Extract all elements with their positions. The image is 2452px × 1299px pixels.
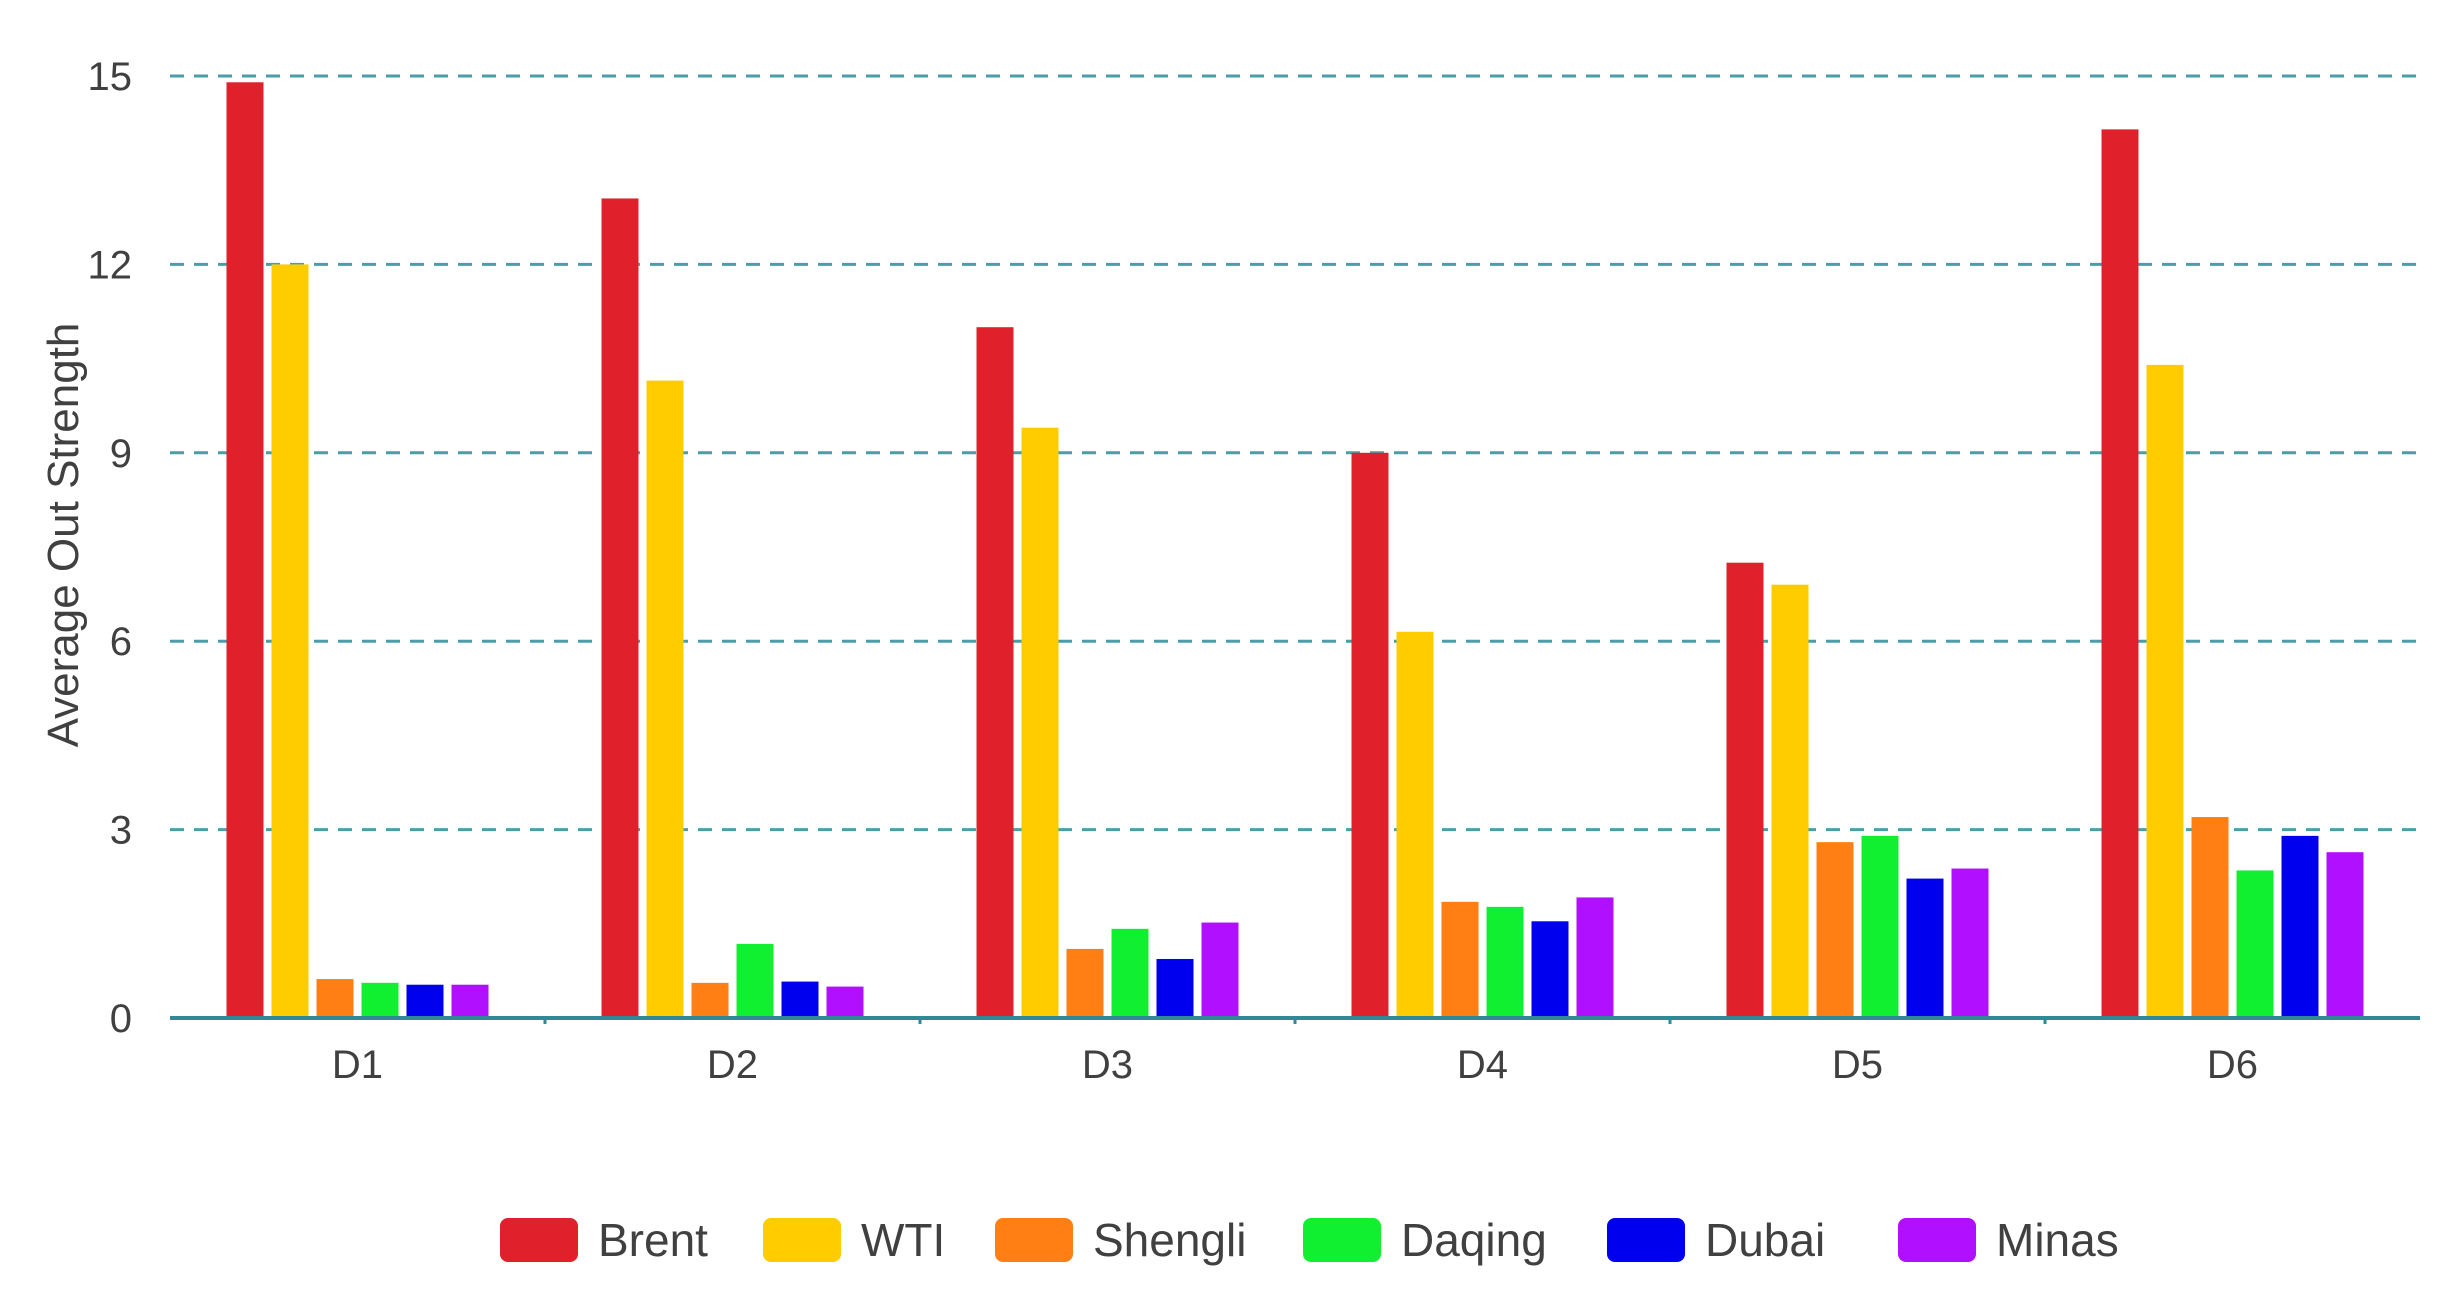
legend: Brent WTI Shengli Daqing Dubai Minas: [500, 1214, 2119, 1266]
bar-d4-brent: [1351, 452, 1389, 1018]
legend-label-dubai: Dubai: [1705, 1214, 1825, 1266]
y-axis-ticks: 0 3 6 9 12 15: [88, 55, 133, 1041]
y-tick-label: 12: [88, 243, 133, 287]
legend-swatch-shengli: [995, 1218, 1073, 1262]
bar-d6-wti: [2146, 364, 2184, 1018]
bar-d5-wti: [1771, 584, 1809, 1018]
x-axis-ticks: D1 D2 D3 D4 D5 D6: [332, 1018, 2258, 1087]
y-tick-label: 3: [110, 809, 132, 853]
y-tick-label: 0: [110, 997, 132, 1041]
bar-d6-minas: [2326, 852, 2364, 1018]
bar-d6-brent: [2101, 129, 2139, 1018]
bar-d2-daqing: [736, 943, 774, 1018]
legend-swatch-daqing: [1303, 1218, 1381, 1262]
y-tick-label: 6: [110, 620, 132, 664]
bar-d3-brent: [976, 327, 1014, 1018]
legend-label-shengli: Shengli: [1093, 1214, 1246, 1266]
bar-d4-wti: [1396, 631, 1434, 1018]
bar-d1-shengli: [316, 979, 354, 1018]
bar-d1-minas: [451, 984, 489, 1018]
x-tick-label: D1: [332, 1043, 383, 1087]
legend-swatch-dubai: [1607, 1218, 1685, 1262]
bar-d4-daqing: [1486, 906, 1524, 1018]
bar-d6-shengli: [2191, 817, 2229, 1018]
bar-d4-minas: [1576, 897, 1614, 1018]
bar-d1-wti: [271, 264, 309, 1018]
legend-label-minas: Minas: [1996, 1214, 2119, 1266]
legend-label-wti: WTI: [861, 1214, 945, 1266]
bar-d3-daqing: [1111, 928, 1149, 1018]
x-tick-label: D4: [1457, 1043, 1508, 1087]
bar-d1-daqing: [361, 982, 399, 1018]
y-tick-label: 9: [110, 432, 132, 476]
bar-d5-dubai: [1906, 878, 1944, 1018]
bar-d2-shengli: [691, 982, 729, 1018]
bar-d5-daqing: [1861, 835, 1899, 1018]
bar-d2-dubai: [781, 981, 819, 1018]
x-tick-label: D2: [707, 1043, 758, 1087]
bar-d1-dubai: [406, 984, 444, 1018]
y-tick-label: 15: [88, 55, 133, 99]
bar-d4-dubai: [1531, 921, 1569, 1018]
bar-d5-minas: [1951, 868, 1989, 1018]
legend-swatch-brent: [500, 1218, 578, 1262]
bar-d6-daqing: [2236, 870, 2274, 1018]
bar-d2-wti: [646, 380, 684, 1019]
bar-d2-brent: [601, 198, 639, 1018]
bar-d3-shengli: [1066, 948, 1104, 1018]
bar-d3-wti: [1021, 427, 1059, 1018]
bar-d5-brent: [1726, 562, 1764, 1018]
bar-d1-brent: [226, 82, 264, 1018]
legend-swatch-minas: [1898, 1218, 1976, 1262]
bar-d4-shengli: [1441, 901, 1479, 1018]
legend-label-brent: Brent: [598, 1214, 708, 1266]
bar-d2-minas: [826, 986, 864, 1018]
x-tick-label: D6: [2207, 1043, 2258, 1087]
bars: [226, 82, 2364, 1019]
y-axis-title: Average Out Strength: [39, 323, 88, 748]
bar-d3-dubai: [1156, 958, 1194, 1018]
x-tick-label: D3: [1082, 1043, 1133, 1087]
bar-d6-dubai: [2281, 835, 2319, 1018]
legend-label-daqing: Daqing: [1401, 1214, 1547, 1266]
bar-d3-minas: [1201, 922, 1239, 1018]
grid-lines: [170, 74, 2420, 832]
x-tick-label: D5: [1832, 1043, 1883, 1087]
legend-swatch-wti: [763, 1218, 841, 1262]
bar-d5-shengli: [1816, 842, 1854, 1018]
